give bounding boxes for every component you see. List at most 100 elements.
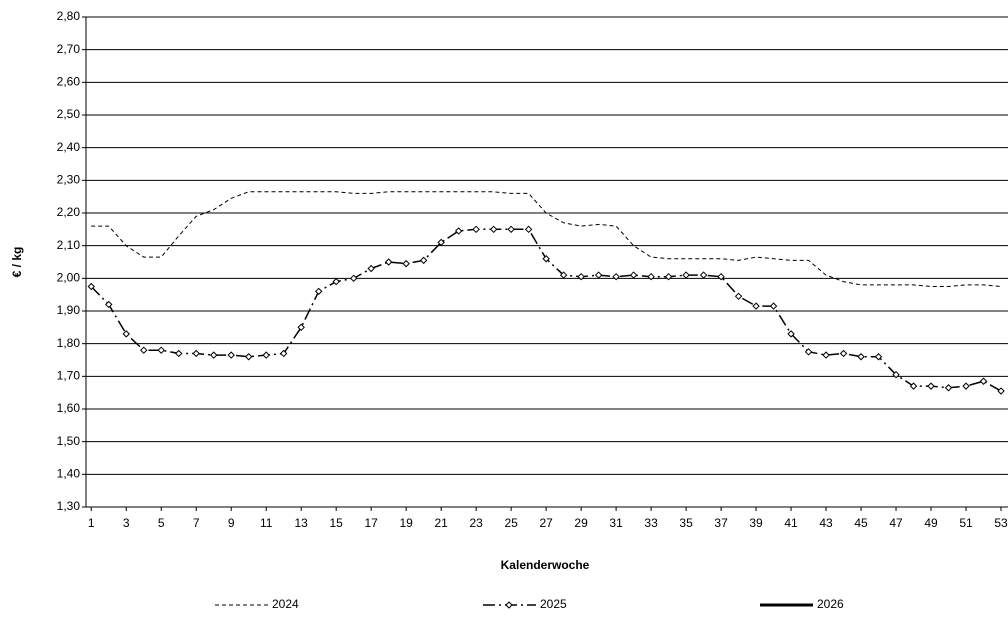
point-marker: [577, 272, 585, 281]
point-marker: [244, 353, 253, 361]
point-marker: [804, 348, 813, 356]
point-marker: [612, 272, 620, 281]
x-tick-label: 7: [193, 516, 200, 530]
point-marker: [944, 384, 953, 392]
x-tick-label: 17: [364, 516, 378, 530]
point-marker: [594, 271, 603, 279]
x-tick-label: 45: [854, 516, 868, 530]
x-tick-label: 39: [749, 516, 763, 530]
point-marker: [122, 330, 130, 338]
y-tick-label: 2,80: [57, 9, 81, 23]
x-tick-label: 47: [889, 516, 903, 530]
point-marker: [839, 349, 848, 358]
point-marker: [717, 272, 725, 281]
x-tick-label: 29: [574, 516, 588, 530]
point-marker: [175, 349, 183, 358]
y-tick-label: 1,90: [57, 303, 81, 317]
y-tick-label: 2,20: [57, 205, 81, 219]
x-tick-label: 53: [994, 516, 1008, 530]
point-marker: [769, 302, 778, 310]
point-marker: [997, 387, 1005, 395]
y-tick-label: 2,70: [57, 42, 81, 56]
point-marker: [437, 238, 445, 247]
point-marker: [87, 282, 95, 291]
point-marker: [157, 346, 165, 354]
point-marker: [734, 292, 743, 301]
point-marker: [332, 277, 340, 286]
point-marker: [524, 225, 533, 234]
point-marker: [227, 351, 235, 359]
x-tick-label: 11: [260, 516, 273, 530]
y-tick-label: 2,30: [57, 173, 81, 187]
point-marker: [647, 272, 655, 281]
point-marker: [979, 377, 988, 385]
x-tick-label: 3: [123, 516, 130, 530]
x-tick-label: 31: [609, 516, 623, 530]
point-marker: [192, 349, 200, 358]
x-tick-label: 13: [295, 516, 309, 530]
x-tick-label: 1: [88, 516, 95, 530]
x-tick-label: 15: [330, 516, 344, 530]
point-marker: [927, 382, 935, 390]
x-tick-label: 51: [959, 516, 973, 530]
point-marker: [752, 302, 760, 310]
point-marker: [699, 271, 708, 279]
x-tick-label: 41: [784, 516, 798, 530]
x-tick-label: 23: [469, 516, 483, 530]
point-marker: [664, 272, 673, 281]
point-marker: [874, 353, 883, 361]
x-tick-label: 19: [399, 516, 413, 530]
legend-label: 2026: [817, 597, 844, 611]
point-marker: [140, 346, 148, 354]
x-axis-title: Kalenderwoche: [501, 558, 590, 572]
point-marker: [402, 259, 410, 268]
series-line: [91, 191, 1002, 287]
point-marker: [507, 225, 515, 234]
y-tick-label: 2,10: [57, 238, 81, 252]
y-tick-label: 1,50: [57, 434, 81, 448]
legend-marker: [505, 601, 513, 609]
x-tick-label: 27: [539, 516, 553, 530]
x-tick-label: 35: [679, 516, 693, 530]
point-marker: [262, 351, 270, 359]
x-tick-label: 37: [714, 516, 728, 530]
point-marker: [105, 300, 113, 309]
point-marker: [682, 271, 690, 279]
y-tick-label: 1,70: [57, 369, 81, 383]
x-tick-label: 9: [228, 516, 235, 530]
point-marker: [559, 271, 568, 279]
y-tick-label: 1,30: [57, 499, 81, 513]
y-tick-label: 2,50: [57, 107, 81, 121]
point-marker: [279, 349, 288, 358]
y-tick-label: 2,00: [57, 271, 81, 285]
legend-label: 2025: [540, 597, 567, 611]
point-marker: [419, 256, 428, 265]
point-marker: [454, 227, 463, 235]
point-marker: [349, 274, 358, 283]
point-marker: [314, 287, 323, 296]
y-tick-label: 1,40: [57, 467, 81, 481]
legend-label: 2024: [272, 597, 299, 611]
series-line: [90, 228, 1002, 392]
point-marker: [909, 382, 918, 390]
y-tick-label: 2,40: [57, 140, 81, 154]
point-marker: [962, 382, 970, 390]
point-marker: [210, 351, 218, 359]
x-tick-label: 49: [924, 516, 938, 530]
x-tick-label: 21: [434, 516, 448, 530]
point-marker: [787, 330, 795, 338]
point-marker: [892, 370, 900, 379]
y-axis-title: € / kg: [10, 247, 24, 278]
x-tick-label: 33: [644, 516, 658, 530]
y-tick-label: 1,60: [57, 401, 81, 415]
point-marker: [297, 323, 305, 332]
y-tick-label: 1,80: [57, 336, 81, 350]
point-marker: [822, 351, 830, 359]
point-marker: [857, 353, 865, 361]
point-marker: [489, 225, 498, 234]
y-tick-label: 2,60: [57, 75, 81, 89]
point-marker: [542, 255, 550, 263]
point-marker: [384, 258, 393, 266]
x-tick-label: 5: [158, 516, 165, 530]
